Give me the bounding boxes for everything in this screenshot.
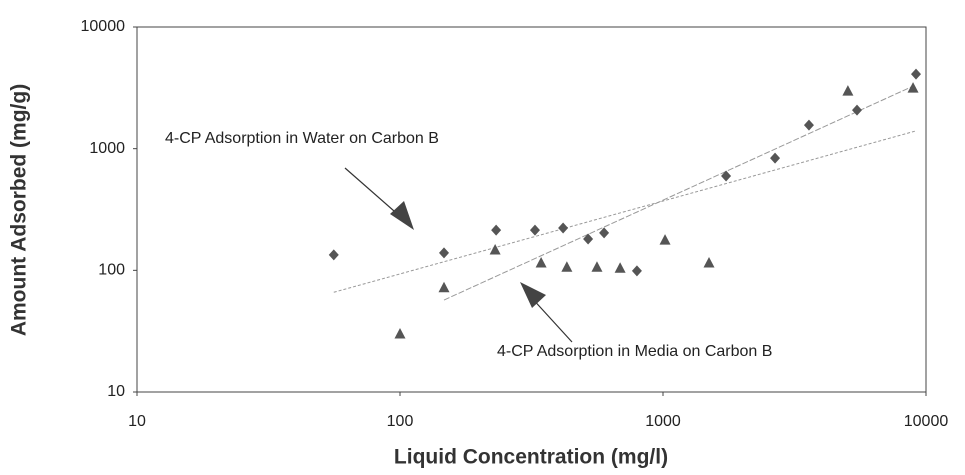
x-tick-label: 1000 <box>645 413 681 430</box>
point <box>489 243 501 255</box>
x-axis-title: Liquid Concentration (mg/l) <box>394 446 668 469</box>
point <box>328 249 339 261</box>
point <box>631 265 642 277</box>
point <box>491 224 502 236</box>
arrow <box>529 295 573 343</box>
x-tick-label: 10000 <box>904 413 949 430</box>
point <box>770 152 781 164</box>
point <box>842 85 854 96</box>
annotation: 4-CP Adsorption in Water on Carbon B <box>165 130 439 147</box>
point <box>703 256 715 268</box>
plot-frame <box>136 26 927 393</box>
y-tick-label: 10000 <box>81 18 126 35</box>
point <box>583 233 594 245</box>
trend-line <box>443 85 914 301</box>
arrow-head <box>520 282 546 308</box>
point <box>911 68 922 80</box>
arrow-head <box>390 201 414 230</box>
y-tick-label: 10 <box>107 383 125 400</box>
point <box>803 119 814 131</box>
y-tick-label: 100 <box>98 262 125 279</box>
point <box>561 261 573 272</box>
point <box>591 261 603 272</box>
arrow <box>344 167 403 219</box>
point <box>394 327 406 339</box>
x-tick-label: 100 <box>387 413 414 430</box>
point <box>659 234 671 245</box>
trend-line <box>333 130 917 293</box>
point <box>558 222 569 234</box>
point <box>852 104 863 116</box>
y-axis-title: Amount Adsorbed (mg/g) <box>8 84 31 336</box>
point <box>438 281 450 293</box>
point <box>599 227 610 239</box>
annotation: 4-CP Adsorption in Media on Carbon B <box>497 343 772 360</box>
point <box>439 247 450 259</box>
point <box>535 256 547 268</box>
point <box>614 262 626 273</box>
point <box>529 224 540 236</box>
y-tick-label: 1000 <box>89 140 125 157</box>
point <box>907 82 919 93</box>
point <box>721 170 732 182</box>
x-tick-label: 10 <box>128 413 146 430</box>
